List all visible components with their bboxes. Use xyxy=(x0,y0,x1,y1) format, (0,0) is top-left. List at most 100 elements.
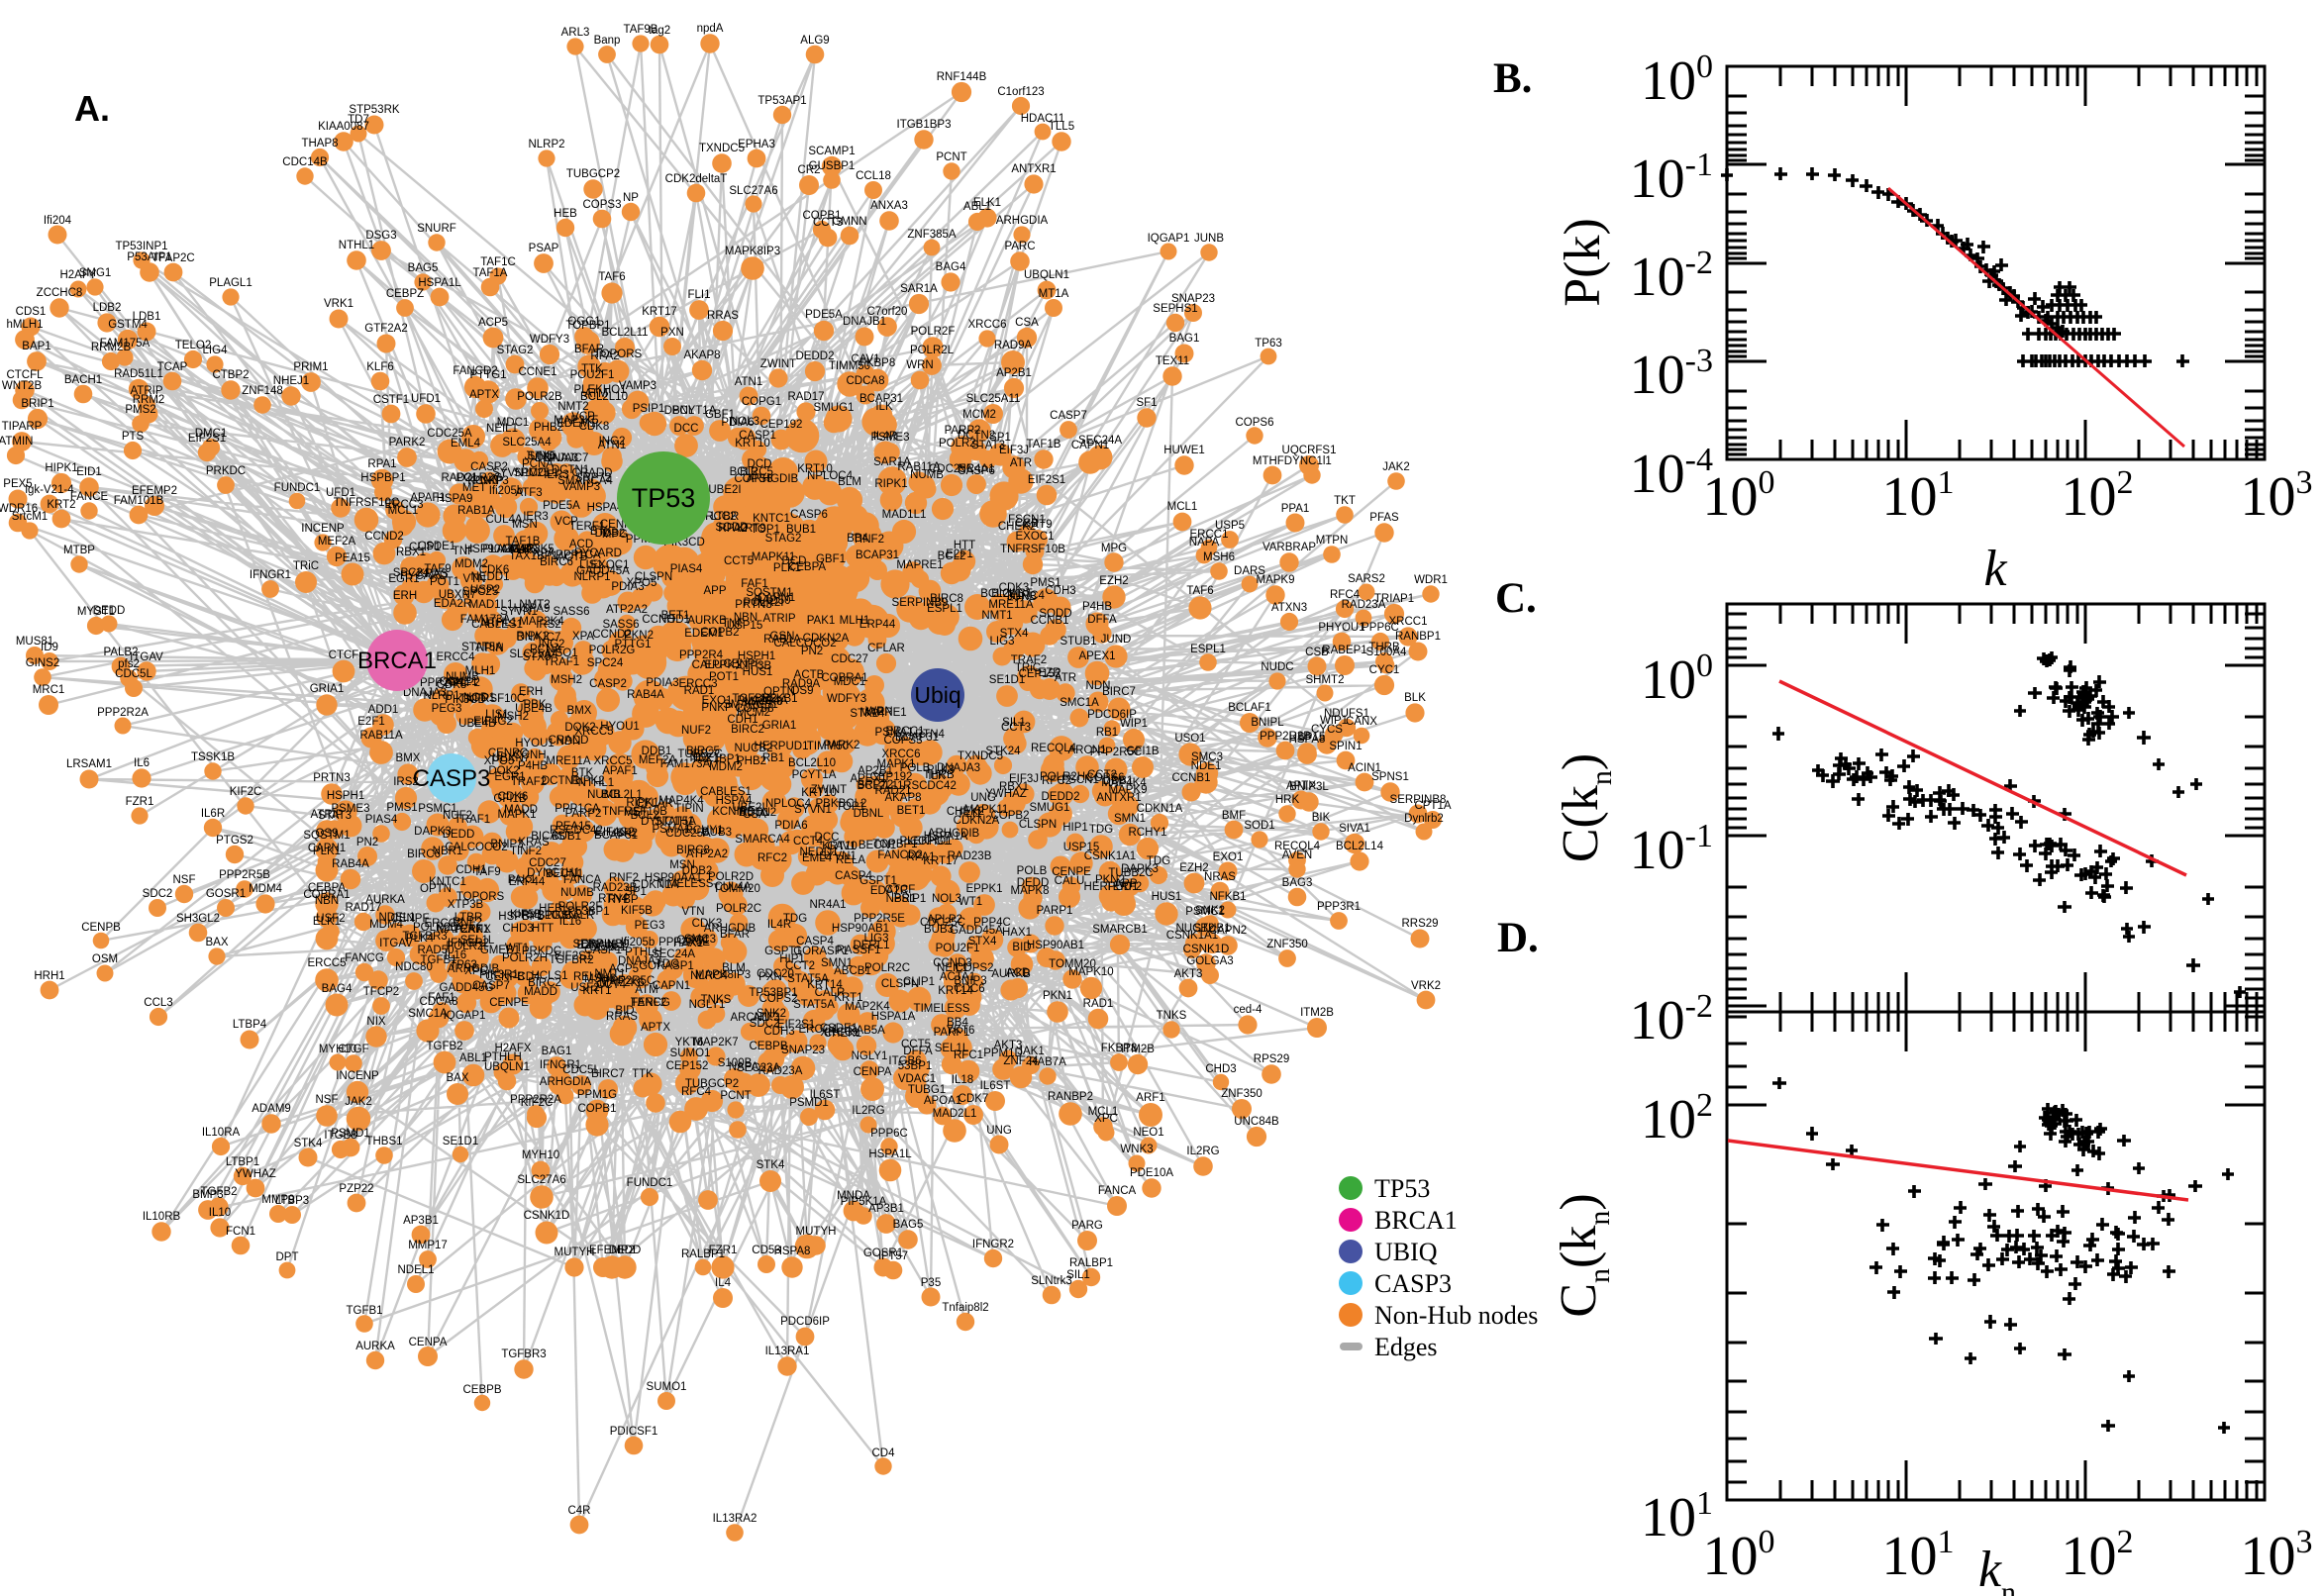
svg-text:IL6ST: IL6ST xyxy=(810,1089,841,1101)
svg-text:UBE4B: UBE4B xyxy=(515,703,553,715)
svg-text:NUDC: NUDC xyxy=(1261,661,1293,673)
svg-text:RAB7A: RAB7A xyxy=(1029,1056,1066,1068)
svg-text:KIF5B: KIF5B xyxy=(621,905,653,917)
svg-text:FLI1: FLI1 xyxy=(687,289,710,301)
svg-text:ACTB: ACTB xyxy=(557,551,588,563)
svg-text:PLAGL1: PLAGL1 xyxy=(209,277,252,289)
svg-text:PCNT: PCNT xyxy=(936,151,966,163)
svg-text:ARCN1: ARCN1 xyxy=(1068,745,1107,756)
svg-text:MT1A: MT1A xyxy=(1039,288,1069,300)
svg-text:PRIM1: PRIM1 xyxy=(293,361,328,373)
svg-text:CD53: CD53 xyxy=(752,1245,780,1256)
svg-text:OGG1: OGG1 xyxy=(567,316,600,328)
svg-text:RAD23B: RAD23B xyxy=(948,850,992,862)
svg-text:MUTYH: MUTYH xyxy=(555,1247,595,1258)
svg-text:HIP1: HIP1 xyxy=(779,953,805,965)
svg-text:CASP1: CASP1 xyxy=(584,945,622,956)
svg-text:RAB11A: RAB11A xyxy=(359,730,403,742)
svg-text:ACD: ACD xyxy=(569,539,593,550)
svg-text:PDE10A: PDE10A xyxy=(1130,1167,1173,1179)
svg-text:TNKS: TNKS xyxy=(701,994,732,1006)
svg-text:USP5: USP5 xyxy=(1215,520,1245,532)
svg-text:CDKN2A: CDKN2A xyxy=(803,633,850,645)
svg-text:CENPE: CENPE xyxy=(1052,866,1091,878)
svg-text:TIMELESS: TIMELESS xyxy=(657,878,714,890)
svg-text:RNF144B: RNF144B xyxy=(937,71,987,83)
svg-text:DCD: DCD xyxy=(782,555,807,567)
svg-text:RAB4A: RAB4A xyxy=(627,689,664,701)
svg-text:BCL2L10: BCL2L10 xyxy=(580,391,628,403)
svg-text:NPLOC4: NPLOC4 xyxy=(807,470,854,482)
svg-text:NDEL1: NDEL1 xyxy=(397,1264,434,1276)
svg-text:NSF: NSF xyxy=(173,874,196,886)
svg-text:MRE11A: MRE11A xyxy=(546,755,590,767)
svg-text:NR4A1: NR4A1 xyxy=(809,899,846,911)
svg-text:PMS1: PMS1 xyxy=(1030,577,1060,589)
svg-text:RAB1A: RAB1A xyxy=(763,634,801,646)
svg-text:TFCP2: TFCP2 xyxy=(363,986,399,998)
svg-text:DCC: DCC xyxy=(815,832,840,844)
svg-text:WT1: WT1 xyxy=(505,943,529,954)
svg-text:CDK8: CDK8 xyxy=(437,679,467,691)
svg-text:SPC25: SPC25 xyxy=(462,586,498,598)
svg-text:MCM2: MCM2 xyxy=(737,707,770,719)
svg-text:CDC25C: CDC25C xyxy=(920,917,965,929)
svg-text:DNAJA3: DNAJA3 xyxy=(535,452,578,464)
svg-text:RIPK1: RIPK1 xyxy=(874,478,907,490)
svg-text:PSMA1: PSMA1 xyxy=(653,824,691,836)
svg-text:CCT2: CCT2 xyxy=(785,960,815,972)
svg-text:IL10RA: IL10RA xyxy=(202,1127,241,1139)
svg-text:MAP4K4: MAP4K4 xyxy=(658,795,704,807)
svg-text:ADAM9: ADAM9 xyxy=(252,1103,291,1115)
svg-text:AURKA: AURKA xyxy=(355,1341,395,1352)
svg-text:EDA2R: EDA2R xyxy=(434,598,471,610)
svg-text:RBX1: RBX1 xyxy=(999,781,1029,793)
svg-text:SEL1L: SEL1L xyxy=(460,935,495,947)
svg-text:EFEMP2: EFEMP2 xyxy=(589,1245,635,1256)
svg-text:CCT5: CCT5 xyxy=(724,555,754,567)
svg-text:DYNC1H1: DYNC1H1 xyxy=(641,816,694,828)
svg-text:EIF3J: EIF3J xyxy=(999,445,1029,456)
svg-text:ACP5: ACP5 xyxy=(478,317,508,329)
svg-text:WDFY3: WDFY3 xyxy=(530,334,569,346)
svg-text:CCNH: CCNH xyxy=(642,614,674,626)
svg-text:AURKA: AURKA xyxy=(365,894,405,906)
svg-text:MAPK8: MAPK8 xyxy=(1011,885,1050,897)
svg-text:E2F1: E2F1 xyxy=(946,549,973,560)
svg-text:BCAP31: BCAP31 xyxy=(856,549,899,561)
svg-text:IL2RG: IL2RG xyxy=(1186,1146,1219,1157)
svg-text:HSPA4: HSPA4 xyxy=(716,795,753,807)
svg-text:TP53BP1: TP53BP1 xyxy=(749,987,797,999)
svg-text:FANCD2: FANCD2 xyxy=(877,849,922,861)
svg-text:lgk-V21-4: lgk-V21-4 xyxy=(25,484,74,496)
svg-text:RAB1A: RAB1A xyxy=(457,505,495,517)
svg-text:CUL4A: CUL4A xyxy=(714,881,751,893)
svg-text:MLH1: MLH1 xyxy=(840,615,870,627)
svg-text:HRH1: HRH1 xyxy=(34,970,64,982)
svg-text:USF2: USF2 xyxy=(316,913,345,925)
svg-text:APP: APP xyxy=(703,585,726,597)
svg-text:NRAS: NRAS xyxy=(1204,871,1236,883)
svg-text:NUCB2: NUCB2 xyxy=(735,743,773,754)
svg-text:SARS2: SARS2 xyxy=(1348,573,1385,585)
svg-text:SAR1A: SAR1A xyxy=(900,283,938,295)
svg-text:BCL2: BCL2 xyxy=(938,550,966,562)
svg-text:SLC27A6: SLC27A6 xyxy=(517,1174,565,1186)
svg-text:SDC2: SDC2 xyxy=(143,888,173,900)
svg-text:RB1: RB1 xyxy=(1096,727,1118,739)
svg-text:pfs2: pfs2 xyxy=(118,658,140,670)
svg-text:SQSTM1: SQSTM1 xyxy=(746,587,792,599)
svg-text:CDC25A: CDC25A xyxy=(427,428,472,440)
svg-text:RPA2: RPA2 xyxy=(718,523,747,535)
svg-text:BIRC8: BIRC8 xyxy=(676,845,710,856)
svg-text:PARP2: PARP2 xyxy=(945,425,981,437)
svg-text:PTHLH: PTHLH xyxy=(625,947,662,958)
svg-text:BRCA1: BRCA1 xyxy=(357,648,437,674)
svg-text:HIP1: HIP1 xyxy=(1062,822,1088,834)
svg-text:CHEK1: CHEK1 xyxy=(824,1028,861,1040)
svg-text:MAPK11: MAPK11 xyxy=(752,551,796,563)
svg-text:RRAS: RRAS xyxy=(707,310,739,322)
svg-text:ZCCHC8: ZCCHC8 xyxy=(37,287,83,299)
svg-text:MSH2: MSH2 xyxy=(551,674,582,686)
svg-text:HSPA9: HSPA9 xyxy=(514,603,551,615)
